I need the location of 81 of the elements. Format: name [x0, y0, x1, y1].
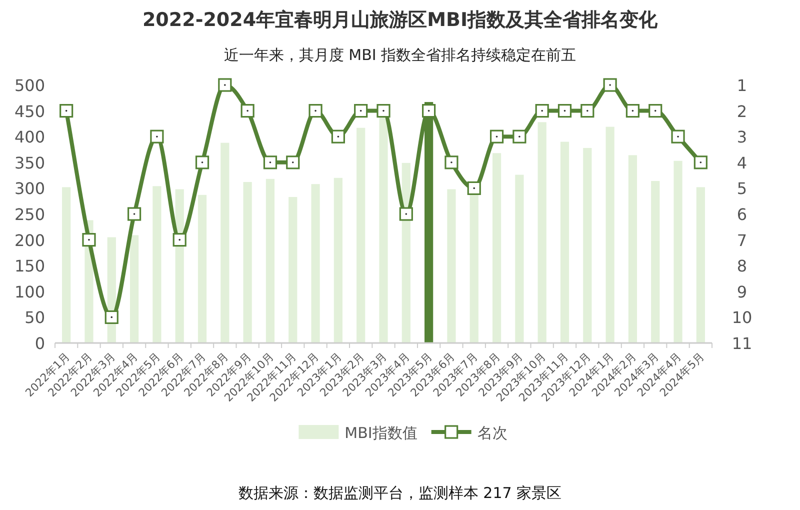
bar — [288, 196, 298, 343]
legend-label: 名次 — [477, 424, 508, 442]
y2-tick-label: 7 — [736, 230, 748, 250]
bar — [220, 142, 230, 343]
bar — [651, 180, 660, 343]
point — [376, 104, 390, 118]
bar — [515, 174, 524, 343]
y-tick-label: 150 — [14, 256, 45, 276]
point — [444, 156, 458, 170]
bar — [62, 187, 71, 343]
point — [603, 78, 617, 92]
point — [467, 181, 481, 195]
point — [127, 207, 142, 221]
bar — [538, 122, 546, 343]
y-tick-label: 250 — [14, 205, 45, 224]
point — [331, 130, 345, 144]
point — [535, 104, 549, 118]
point — [218, 78, 232, 92]
y-tick-label: 350 — [14, 153, 45, 172]
point — [694, 156, 708, 170]
bar — [583, 148, 592, 343]
y2-tick-label: 3 — [736, 128, 748, 147]
point — [286, 156, 300, 170]
point — [104, 310, 118, 324]
y2-tick-label: 4 — [736, 153, 748, 172]
y2-tick-label: 2 — [736, 102, 748, 121]
bar — [198, 194, 207, 343]
bar — [628, 155, 638, 343]
bar — [379, 116, 388, 343]
y-tick-label: 100 — [14, 282, 45, 302]
bar — [674, 160, 682, 343]
y2-tick-label: 5 — [736, 179, 748, 198]
y2-tick-label: 6 — [736, 205, 748, 224]
y-tick-label: 200 — [14, 230, 45, 250]
source-note: 数据来源：数据监测平台，监测样本 217 家景区 — [238, 484, 562, 502]
point — [172, 233, 186, 247]
y2-tick-label: 1 — [736, 76, 748, 95]
point — [671, 130, 685, 144]
bar — [470, 193, 478, 343]
bar — [356, 128, 366, 343]
bar — [447, 189, 456, 343]
point — [648, 104, 662, 118]
bar — [560, 142, 570, 343]
point — [490, 130, 504, 144]
bar — [243, 182, 252, 343]
point — [558, 104, 572, 118]
bar — [266, 178, 275, 343]
y-tick-label: 300 — [14, 179, 45, 198]
point — [150, 130, 164, 144]
bar — [492, 153, 502, 343]
bar — [606, 126, 614, 343]
point — [422, 104, 436, 118]
point — [354, 104, 368, 118]
y-tick-label: 0 — [34, 334, 45, 353]
point — [580, 104, 594, 118]
y-tick-label: 500 — [14, 76, 45, 95]
point — [399, 207, 413, 221]
y2-tick-label: 10 — [732, 308, 752, 328]
point — [512, 130, 526, 144]
chart-subtitle: 近一年来，其月度 MBI 指数全省排名持续稳定在前五 — [224, 46, 576, 64]
bar — [311, 184, 320, 343]
legend-label: MBI指数值 — [344, 424, 418, 442]
chart-title: 2022-2024年宜春明月山旅游区MBI指数及其全省排名变化 — [142, 9, 659, 31]
bar — [696, 187, 705, 343]
bar — [334, 178, 342, 343]
point — [82, 233, 96, 247]
y2-tick-label: 11 — [732, 334, 752, 353]
point — [308, 104, 322, 118]
bar — [130, 235, 139, 343]
point — [240, 104, 254, 118]
bar — [152, 186, 162, 343]
y-tick-label: 50 — [24, 308, 45, 328]
point — [626, 104, 640, 118]
y-tick-label: 400 — [14, 128, 45, 147]
bar — [402, 162, 410, 343]
y2-tick-label: 8 — [736, 256, 748, 276]
y-tick-label: 450 — [14, 102, 45, 121]
point — [195, 156, 210, 170]
point — [263, 156, 278, 170]
point — [60, 104, 74, 118]
y2-tick-label: 9 — [736, 282, 748, 302]
